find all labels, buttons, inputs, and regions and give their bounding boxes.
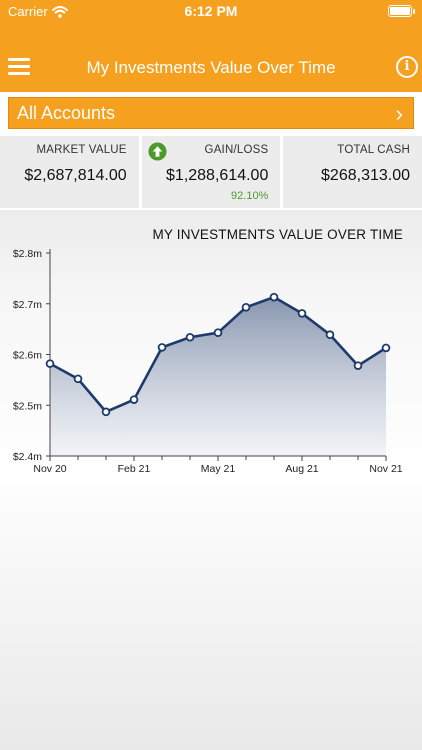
- data-point: [381, 343, 391, 353]
- y-tick-label: $2.6m: [13, 350, 42, 362]
- y-tick-label: $2.7m: [13, 299, 42, 311]
- chevron-right-icon: ›: [395, 101, 403, 126]
- data-point: [213, 328, 223, 337]
- market-value: $2,687,814.00: [24, 167, 127, 184]
- x-tick-label: May 21: [201, 463, 236, 475]
- arrow-up-circle-icon: [148, 142, 167, 161]
- market-value-cell: MARKET VALUE $2,687,814.00: [0, 136, 139, 208]
- series-area: [50, 297, 386, 456]
- data-point: [129, 395, 139, 404]
- market-value-label: MARKET VALUE: [36, 144, 127, 156]
- y-tick-label: $2.5m: [13, 400, 42, 412]
- data-point: [157, 343, 167, 352]
- all-accounts-selector[interactable]: All Accounts ›: [8, 97, 414, 129]
- data-point: [73, 374, 83, 384]
- gain-loss-cell: GAIN/LOSS $1,288,614.00 92.10%: [141, 136, 281, 208]
- x-tick-label: Nov 20: [33, 463, 66, 475]
- data-point: [45, 359, 55, 368]
- gain-loss-value: $1,288,614.00: [166, 167, 269, 184]
- data-point: [297, 309, 307, 318]
- accounts-label: All Accounts: [17, 103, 116, 123]
- y-tick-label: $2.8m: [13, 248, 42, 260]
- data-point: [241, 303, 251, 312]
- carrier-info: Carrier: [8, 4, 68, 19]
- status-bar: Carrier 6:12 PM: [0, 0, 422, 24]
- total-cash-cell: TOTAL CASH $268,313.00: [283, 136, 422, 208]
- navigation-bar: My Investments Value Over Time i: [0, 50, 422, 86]
- info-icon[interactable]: i: [396, 56, 418, 78]
- carrier-label: Carrier: [8, 4, 48, 19]
- data-point: [325, 330, 335, 340]
- wifi-icon: [51, 5, 68, 18]
- data-point: [353, 361, 363, 370]
- page-title: My Investments Value Over Time: [86, 58, 336, 77]
- data-point: [101, 407, 111, 417]
- summary-panel: MARKET VALUE $2,687,814.00 GAIN/LOSS $1,…: [0, 136, 422, 208]
- battery-icon: [388, 5, 415, 17]
- total-cash-value: $268,313.00: [321, 167, 411, 184]
- top-bar: Carrier 6:12 PM My Investments Value Ove…: [0, 0, 422, 92]
- data-point: [269, 292, 279, 302]
- chart-panel: MY INVESTMENTS VALUE OVER TIME $2.8m $2.7…: [0, 210, 422, 486]
- chart-title: MY INVESTMENTS VALUE OVER TIME: [152, 227, 403, 242]
- y-tick-label: $2.4m: [13, 451, 42, 463]
- gain-loss-percent: 92.10%: [231, 190, 269, 202]
- gain-loss-label: GAIN/LOSS: [204, 144, 269, 156]
- status-time: 6:12 PM: [184, 3, 238, 19]
- data-point: [185, 332, 195, 342]
- x-tick-label: Aug 21: [285, 463, 318, 475]
- hamburger-menu-icon[interactable]: [8, 58, 30, 76]
- total-cash-label: TOTAL CASH: [337, 144, 411, 156]
- x-tick-label: Nov 21: [369, 463, 402, 475]
- x-tick-label: Feb 21: [118, 463, 151, 475]
